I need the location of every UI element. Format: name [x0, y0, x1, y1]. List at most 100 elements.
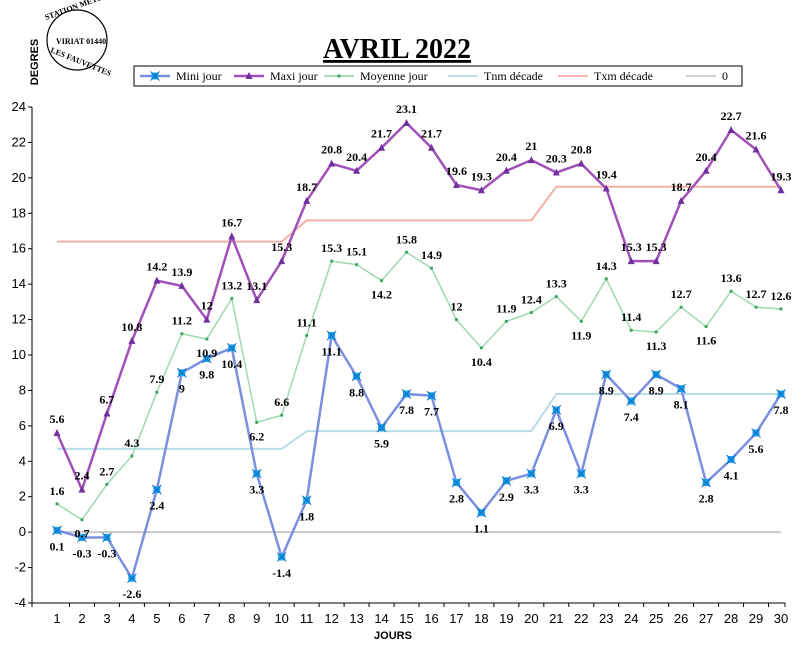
x-tick-label: 30	[774, 611, 788, 626]
y-tick-label: 14	[12, 276, 26, 291]
data-point	[326, 330, 337, 341]
series-txm-d-cade	[57, 185, 781, 243]
x-tick-label: 27	[699, 611, 713, 626]
data-label: 21.6	[746, 129, 767, 143]
marker-stroke	[301, 495, 312, 506]
data-point	[579, 319, 583, 323]
x-tick-label: 25	[649, 611, 663, 626]
marker-stroke	[102, 532, 112, 543]
data-label: 19.4	[596, 167, 617, 181]
data-point	[102, 532, 112, 543]
y-tick-label: 0	[19, 524, 26, 539]
data-point	[253, 296, 261, 304]
data-point	[53, 428, 61, 436]
data-label: 3.3	[574, 483, 589, 497]
y-tick-label: 6	[19, 418, 26, 433]
series-line	[56, 334, 783, 580]
data-labels: 5.6 2.4 6.7 10.8 14.2 13.9 12 16.7 13.1 15.3 18.7 2…	[50, 102, 792, 601]
data-label: 1.6	[50, 484, 65, 498]
series-line	[57, 392, 781, 450]
series-line	[56, 251, 782, 521]
data-point	[226, 343, 237, 353]
marker-stroke	[651, 369, 662, 380]
data-label: 15.3	[646, 240, 667, 254]
legend-label: Mini jour	[176, 69, 222, 83]
data-label: 4.1	[724, 469, 739, 483]
data-label: 13.1	[246, 279, 267, 293]
legend-label: Txm décade	[594, 69, 653, 83]
data-point	[629, 328, 633, 332]
x-tick-label: 8	[228, 611, 235, 626]
data-point	[729, 289, 733, 293]
data-point	[726, 454, 736, 465]
data-label: 20.4	[346, 150, 367, 164]
data-point	[251, 468, 262, 479]
data-label: 21	[525, 139, 537, 153]
x-tick-label: 15	[399, 611, 413, 626]
stamp-line2: VIRIAT 01440	[56, 37, 106, 46]
data-label: 11.3	[646, 339, 666, 353]
chart-title: AVRIL 2022	[323, 34, 471, 65]
data-point	[328, 159, 336, 167]
data-point	[376, 422, 387, 433]
data-label: 2.4	[149, 499, 164, 513]
data-label: 12	[201, 299, 213, 313]
data-label: 5.9	[374, 437, 389, 451]
data-point	[526, 468, 537, 479]
data-label: 7.8	[399, 403, 414, 417]
data-point	[130, 454, 134, 458]
marker-stroke	[77, 532, 87, 543]
data-point	[153, 276, 161, 284]
x-tick-label: 21	[549, 611, 563, 626]
data-label: 15.3	[321, 241, 342, 255]
marker-stroke	[127, 573, 137, 584]
y-tick-label: 18	[12, 205, 26, 220]
data-label: 5.6	[749, 442, 764, 456]
data-label: 8.8	[349, 385, 364, 399]
marker-stroke	[701, 477, 711, 488]
y-tick-label: 10	[12, 347, 26, 362]
data-point	[451, 477, 462, 488]
series-moyenne-jour	[55, 250, 783, 522]
y-axis-label: DEGRES	[29, 39, 41, 85]
data-point	[626, 396, 637, 406]
marker-stroke	[251, 468, 262, 479]
data-label: 6.7	[99, 392, 114, 406]
marker-stroke	[276, 552, 287, 562]
data-point	[403, 118, 411, 126]
marker-stroke	[551, 405, 562, 415]
data-point	[280, 413, 284, 417]
legend-label: Moyenne jour	[360, 69, 428, 83]
marker-stroke	[176, 367, 187, 378]
data-point	[652, 257, 660, 265]
data-label: 2.7	[99, 464, 114, 478]
x-tick-label: 14	[374, 611, 388, 626]
data-point	[679, 305, 683, 309]
data-label: 20.8	[571, 143, 592, 157]
marker-stroke	[676, 383, 686, 394]
data-point	[651, 369, 662, 380]
data-point	[727, 126, 735, 134]
data-label: 7.4	[624, 410, 639, 424]
marker-stroke	[776, 389, 786, 399]
marker-stroke	[52, 525, 62, 536]
data-point	[576, 468, 587, 479]
series-tnm-d-cade	[57, 392, 781, 450]
data-point	[379, 279, 384, 283]
data-label: 14.3	[596, 259, 617, 273]
x-axis-label: JOURS	[374, 630, 412, 642]
x-tick-label: 13	[349, 611, 363, 626]
marker-stroke	[576, 468, 587, 479]
data-label: 10.8	[121, 320, 142, 334]
data-point	[577, 159, 585, 167]
data-label: 2.8	[699, 492, 714, 506]
station-stamp: STATION METEO VIRIAT 01440 LES FAUVETTES	[44, 0, 113, 78]
data-point	[529, 310, 533, 315]
y-tick-label: 4	[19, 453, 26, 468]
data-point	[401, 389, 412, 399]
data-label: 11.1	[296, 316, 316, 330]
data-label: 18.7	[671, 180, 692, 194]
data-point	[502, 166, 510, 174]
data-label: 12.6	[771, 289, 792, 303]
data-point	[477, 186, 485, 194]
